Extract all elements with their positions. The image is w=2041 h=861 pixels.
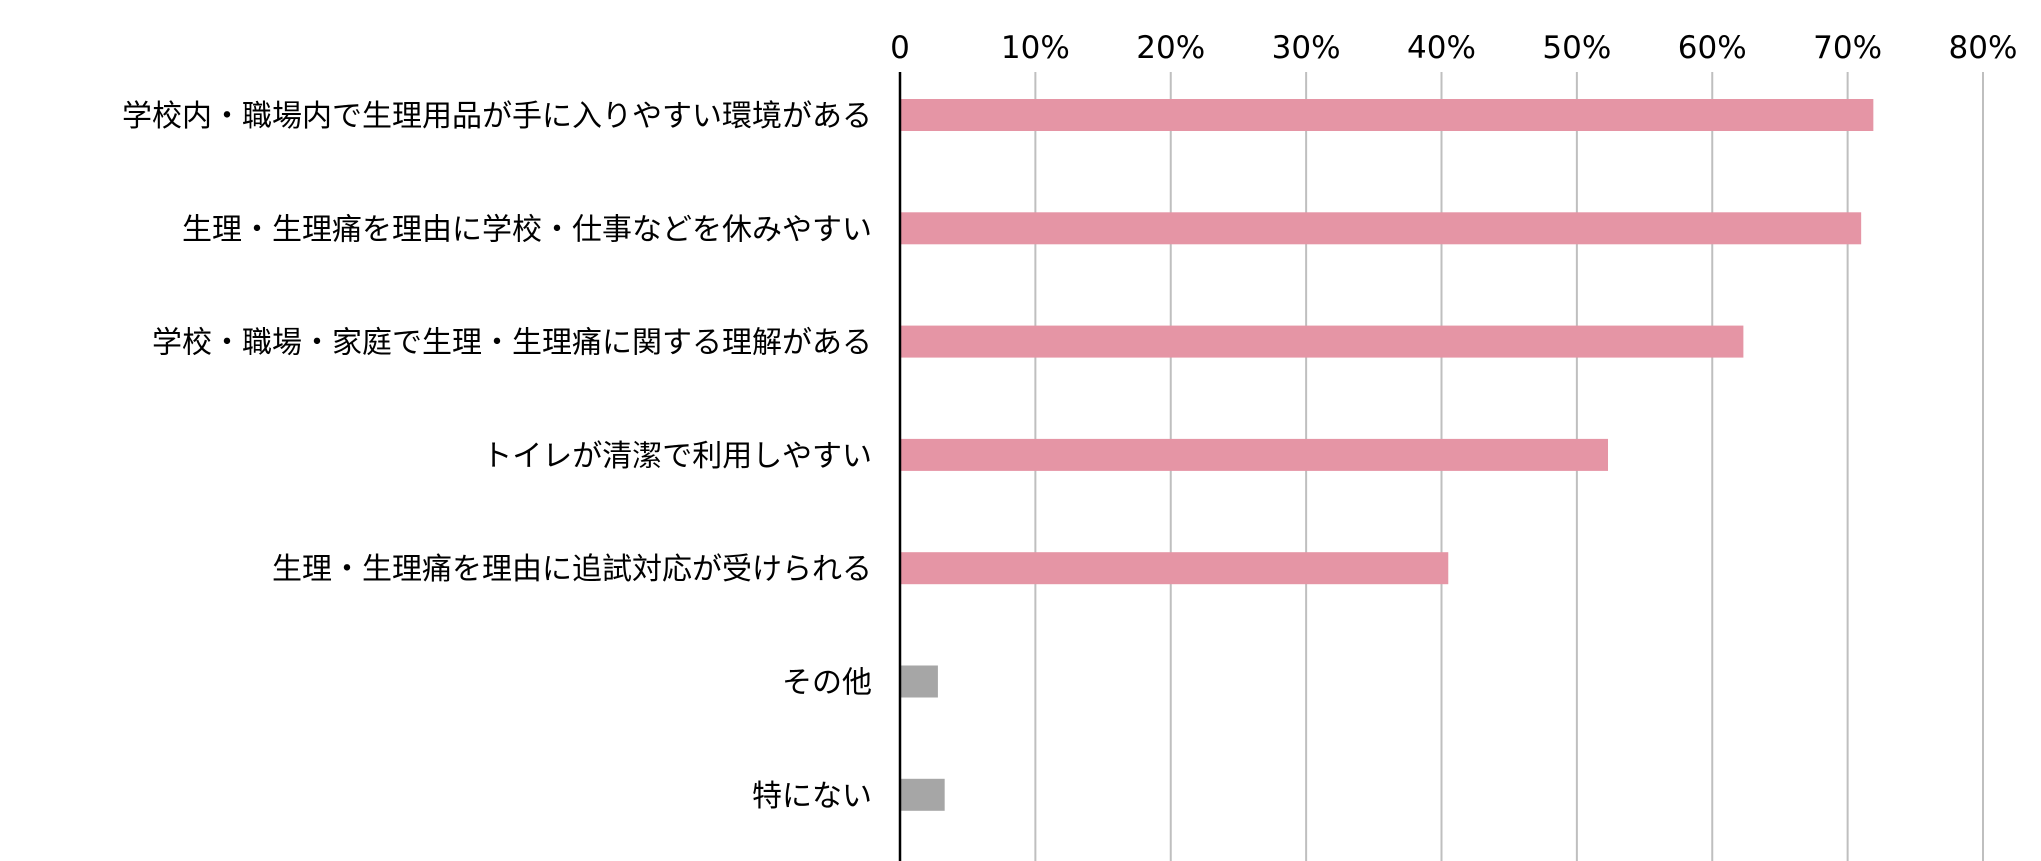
- x-tick-label: 30%: [1272, 30, 1341, 66]
- category-label: 学校・職場・家庭で生理・生理痛に関する理解がある: [152, 326, 872, 361]
- x-tick-label: 60%: [1678, 30, 1747, 66]
- category-label: 学校内・職場内で生理用品が手に入りやすい環境がある: [122, 99, 872, 134]
- x-tick-label: 0: [890, 30, 910, 66]
- bar: [900, 212, 1862, 245]
- category-label: 生理・生理痛を理由に追試対応が受けられる: [272, 552, 872, 587]
- x-tick-label: 50%: [1542, 30, 1611, 66]
- x-tick-label: 70%: [1813, 30, 1882, 66]
- bar: [900, 99, 1874, 131]
- bar: [900, 325, 1744, 358]
- category-label: 特にない: [752, 779, 872, 814]
- category-label: トイレが清潔で利用しやすい: [482, 439, 872, 474]
- category-labels: 学校内・職場内で生理用品が手に入りやすい環境がある生理・生理痛を理由に学校・仕事…: [122, 99, 872, 814]
- x-tick-label: 10%: [1001, 30, 1070, 66]
- x-tick-label: 40%: [1407, 30, 1476, 66]
- x-tick-label: 80%: [1949, 30, 2018, 66]
- bar: [900, 438, 1609, 471]
- category-label: 生理・生理痛を理由に学校・仕事などを休みやすい: [182, 212, 872, 247]
- x-tick-labels: 0 10% 20% 30% 40% 50% 60% 70% 80%: [890, 30, 2017, 66]
- x-tick-label: 20%: [1136, 30, 1205, 66]
- bars: [900, 99, 1874, 811]
- bar: [900, 778, 945, 811]
- bar: [900, 665, 938, 698]
- bar: [900, 552, 1449, 585]
- category-label: その他: [782, 666, 872, 701]
